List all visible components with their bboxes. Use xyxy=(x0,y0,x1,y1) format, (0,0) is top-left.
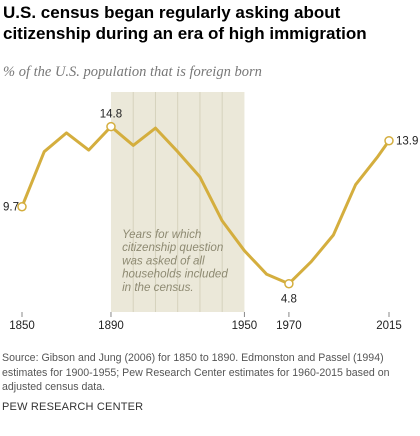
band-annotation: Years for which citizenship question was a… xyxy=(122,228,228,294)
chart-subtitle: % of the U.S. population that is foreign… xyxy=(3,64,262,80)
data-label-1850: 9.7 xyxy=(3,202,19,214)
band-annotation-line: citizenship question xyxy=(122,241,223,254)
band-annotation-line: Years for which xyxy=(122,228,201,241)
data-point-2015 xyxy=(384,135,394,146)
band-annotation-line: households included xyxy=(122,268,228,281)
brand-footer: PEW RESEARCH CENTER xyxy=(2,401,144,413)
data-point-1970 xyxy=(284,278,294,289)
x-tick-label-1890: 1890 xyxy=(98,320,124,332)
band-annotation-line: in the census. xyxy=(122,281,194,294)
x-tick-label-1850: 1850 xyxy=(9,320,35,332)
series-line-0 xyxy=(20,125,391,286)
data-label-2015: 13.9 xyxy=(396,136,418,148)
line-chart: Years for which citizenship question was a… xyxy=(3,92,418,332)
source-note: Source: Gibson and Jung (2006) for 1850 … xyxy=(2,352,390,393)
chart-title: U.S. census began regularly asking about… xyxy=(3,3,367,43)
data-label-1970: 4.8 xyxy=(281,294,297,306)
band-annotation-line: was asked of all xyxy=(122,254,205,267)
x-tick-label-1970: 1970 xyxy=(276,320,302,332)
data-label-1890: 14.8 xyxy=(100,109,122,121)
data-point-1850 xyxy=(17,201,27,212)
x-tick-label-2015: 2015 xyxy=(376,320,402,332)
data-point-1890 xyxy=(106,121,116,132)
x-tick-label-1950: 1950 xyxy=(232,320,258,332)
